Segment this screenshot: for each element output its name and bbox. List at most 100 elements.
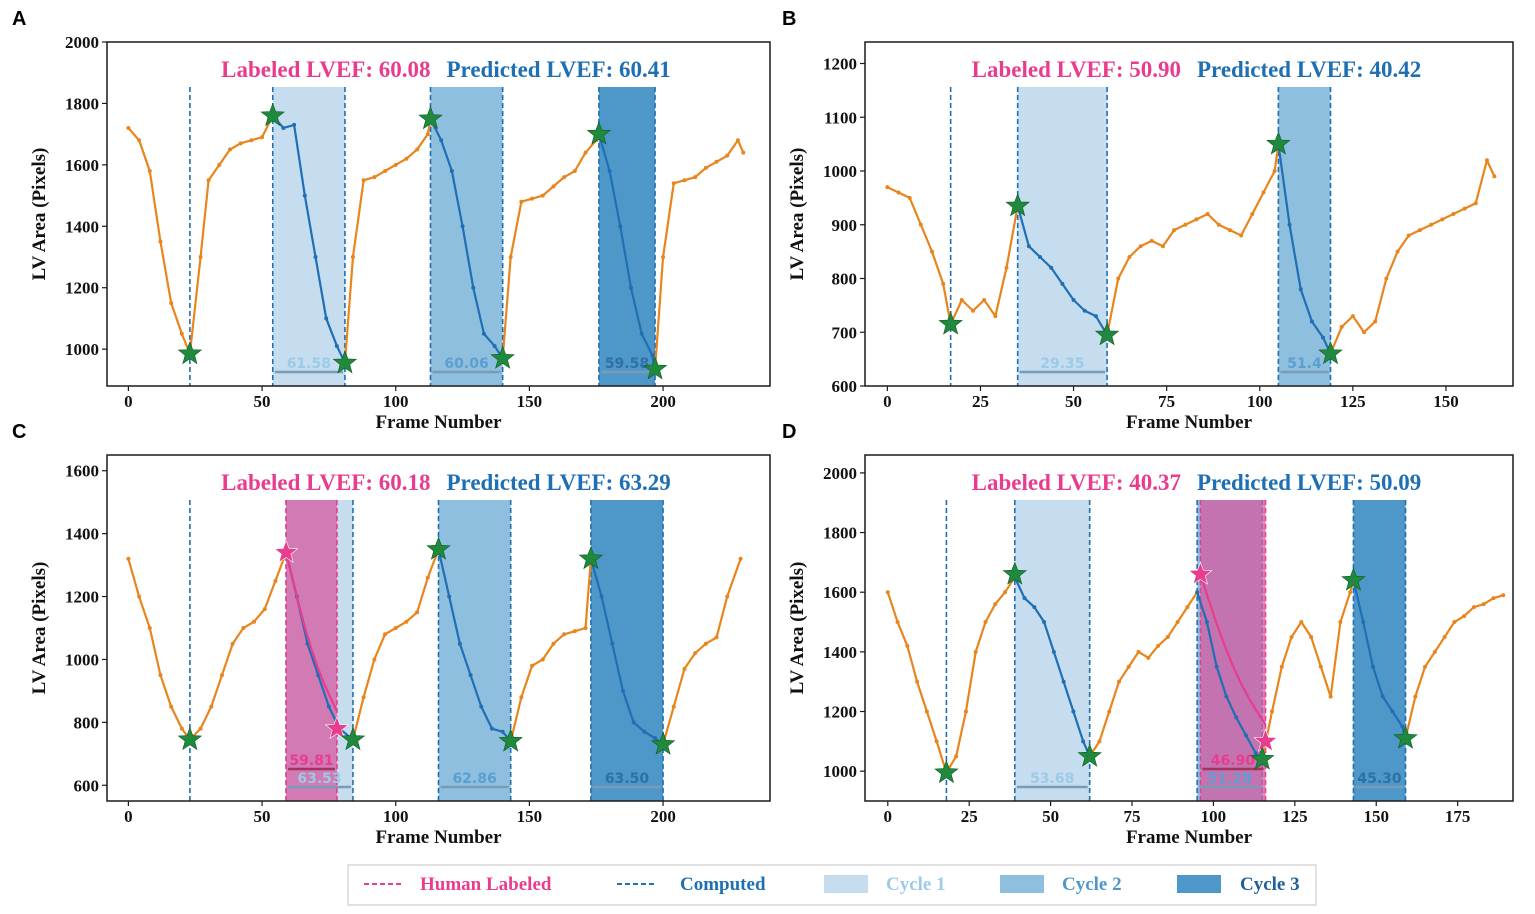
series-segment — [1362, 620, 1375, 668]
human-lvef-value: 46.90 — [1211, 753, 1256, 769]
human-trace-segment — [310, 649, 319, 669]
computed-es-ed-star — [1094, 322, 1120, 346]
series-point — [126, 556, 131, 561]
y-tick-label: 1000 — [823, 762, 857, 781]
series-point — [1471, 605, 1476, 610]
series-point — [1032, 605, 1037, 610]
series-point — [447, 594, 452, 599]
series-point — [1492, 174, 1497, 179]
series-point — [404, 156, 409, 161]
computed-es-ed-star — [650, 731, 676, 755]
series-segment — [552, 633, 566, 645]
series-segment — [137, 595, 151, 630]
y-tick-label: 800 — [832, 270, 858, 289]
series-point — [238, 141, 243, 146]
series-segment — [137, 139, 151, 173]
series-point — [393, 162, 398, 167]
series-segment — [683, 652, 697, 670]
panel-letter: A — [12, 8, 26, 30]
y-tick-label: 600 — [832, 377, 858, 396]
series-point — [1204, 620, 1209, 625]
human-trace-segment — [1248, 698, 1259, 713]
series-point — [1400, 724, 1405, 729]
series-segment — [1339, 591, 1352, 624]
computed-es-ed-star — [1250, 746, 1275, 770]
series-point — [383, 169, 388, 173]
series-point — [896, 190, 901, 195]
series-point — [1423, 664, 1428, 669]
series-point — [1462, 614, 1467, 619]
series-point — [292, 122, 297, 127]
series-point — [993, 314, 998, 319]
series-point — [137, 594, 142, 599]
series-point — [334, 344, 339, 349]
series-segment — [1072, 710, 1085, 743]
y-tick-label: 2000 — [823, 464, 857, 483]
series-segment — [1443, 620, 1456, 639]
y-tick-label: 900 — [832, 216, 858, 235]
human-es-ed-star — [324, 715, 350, 740]
cycle-1-band — [1017, 87, 1108, 386]
series-point — [1156, 643, 1161, 648]
series-segment — [896, 620, 909, 647]
series-point — [693, 175, 698, 180]
legend-computed-label: Computed — [680, 874, 766, 895]
series-point — [1452, 620, 1457, 625]
cycle-1-lvef-value: 61.58 — [287, 356, 331, 372]
series-segment — [715, 595, 729, 639]
series-segment — [373, 169, 387, 179]
series-point — [725, 153, 730, 158]
series-segment — [343, 255, 355, 365]
series-segment — [643, 730, 657, 740]
y-tick-label: 1200 — [65, 279, 99, 298]
series-segment — [1452, 207, 1466, 216]
series-point — [324, 316, 329, 321]
computed-es-ed-star — [1077, 743, 1102, 767]
series-point — [741, 150, 746, 155]
series-segment — [1061, 282, 1075, 302]
series-segment — [461, 225, 475, 289]
human-trace-segment — [1223, 645, 1234, 667]
series-segment — [383, 163, 397, 173]
series-point — [907, 195, 912, 200]
predicted-lvef-title: Predicted LVEF: 63.29 — [447, 470, 671, 495]
human-trace-segment — [1256, 711, 1267, 726]
x-tick-label: 150 — [517, 807, 543, 826]
series-point — [973, 649, 978, 654]
series-segment — [584, 557, 592, 630]
y-tick-label: 700 — [832, 323, 858, 342]
series-point — [449, 169, 454, 173]
series-segment — [1127, 650, 1140, 668]
series-point — [1318, 664, 1323, 669]
legend-cycle3-swatch — [1177, 875, 1221, 893]
series-segment — [1108, 680, 1121, 713]
series-point — [993, 602, 998, 607]
series-point — [1299, 620, 1304, 625]
series-segment — [188, 255, 202, 355]
y-axis-label: LV Area (Pixels) — [787, 148, 808, 281]
y-tick-label: 1100 — [824, 108, 857, 127]
series-point — [1270, 709, 1275, 714]
series-point — [372, 175, 377, 180]
series-point — [158, 673, 163, 678]
series-point — [147, 626, 152, 630]
cycle-3-lvef-value: 45.30 — [1357, 771, 1402, 787]
series-segment — [1385, 250, 1399, 280]
series-segment — [1340, 315, 1354, 328]
cycle-3-band — [598, 87, 656, 386]
y-tick-label: 1800 — [65, 94, 99, 113]
series-point — [1195, 590, 1200, 595]
series-segment — [1329, 620, 1342, 698]
series-point — [1462, 206, 1467, 211]
x-tick-label: 0 — [884, 807, 893, 826]
series-segment — [1371, 665, 1384, 698]
labeled-lvef-title: Labeled LVEF: 50.90 — [972, 57, 1181, 82]
x-tick-label: 50 — [254, 392, 271, 411]
series-point — [1004, 265, 1009, 270]
series-point — [971, 308, 975, 313]
series-point — [650, 353, 655, 358]
cycle-3-band — [590, 500, 664, 801]
series-point — [492, 344, 497, 349]
series-segment — [1300, 620, 1313, 639]
series-segment — [210, 674, 224, 708]
